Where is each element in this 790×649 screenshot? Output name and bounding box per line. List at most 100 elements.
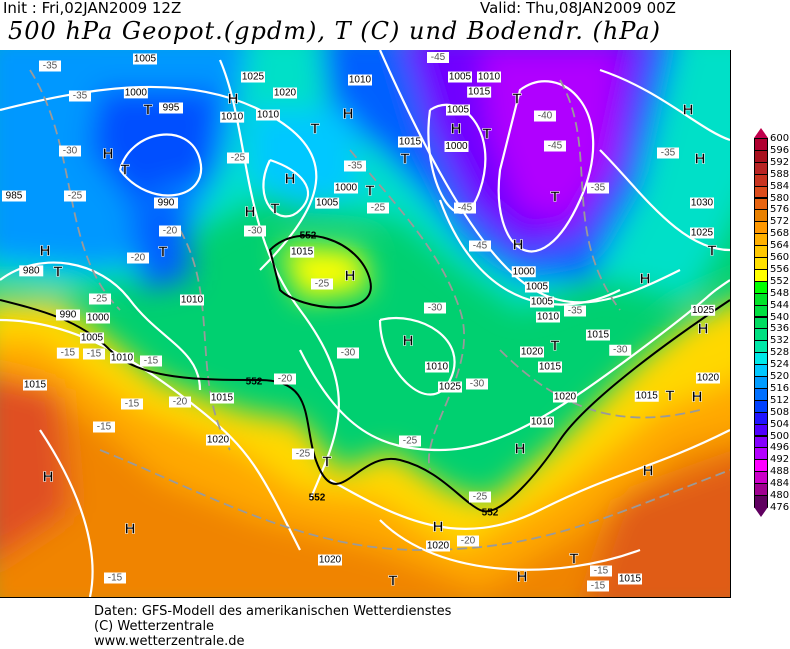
isobar-label: 1015 (619, 574, 642, 585)
high-pressure-label: H (640, 271, 651, 288)
isobar-label: 1025 (439, 382, 462, 393)
low-pressure-label: T (569, 551, 578, 568)
isobar-label: 1010 (221, 112, 244, 123)
legend-level: 520 (770, 371, 790, 382)
isobar-label: 1005 (531, 297, 554, 308)
isobar-label-bg (273, 87, 297, 99)
legend-level: 564 (770, 240, 790, 252)
legend-level: 492 (770, 454, 790, 466)
temperature-label-bg (56, 347, 79, 359)
temperature-label-bg (83, 348, 105, 360)
isobar-label-bg (438, 381, 462, 393)
low-pressure-label: T (665, 388, 674, 405)
temperature-label: -45 (473, 241, 488, 252)
legend-arrow-bottom (754, 506, 768, 517)
legend-level: 488 (770, 466, 790, 478)
isobar-label-bg (220, 111, 245, 123)
legend-level: 508 (770, 406, 790, 418)
legend-level: 528 (770, 347, 790, 359)
isobar-label: 1010 (257, 110, 280, 121)
low-pressure-label: T (482, 126, 491, 143)
isobar-label: 1015 (399, 137, 422, 148)
legend-level: 576 (770, 204, 790, 216)
legend-level: 584 (770, 180, 790, 192)
isobars (0, 50, 730, 597)
temperature-label: -25 (93, 294, 108, 305)
legend-level: 572 (770, 216, 790, 228)
low-pressure-label: T (322, 454, 331, 471)
isobar-label: 1005 (449, 72, 472, 83)
high-pressure-label: H (643, 463, 654, 480)
temperature-label-bg (454, 202, 476, 214)
geopotential-label: 552 (309, 493, 326, 504)
low-pressure-label: T (310, 121, 319, 138)
isobar-label-bg (520, 346, 544, 358)
temperature-label: -15 (97, 422, 112, 433)
isobar-label: 1000 (125, 87, 148, 98)
isobar-label-bg (586, 329, 610, 341)
temperature-label-bg (244, 225, 266, 237)
high-pressure-label: H (40, 243, 51, 260)
temperature-label: -15 (87, 349, 102, 360)
low-pressure-label: T (53, 264, 62, 281)
low-pressure-label: T (270, 201, 279, 218)
isobar-label-bg (19, 265, 44, 277)
temperature-label-bg (274, 373, 296, 385)
isobar-label: 1000 (513, 266, 536, 277)
temperature-label-bg (344, 160, 366, 172)
temperature-label-bg (337, 347, 359, 359)
high-pressure-label: H (515, 441, 526, 458)
temperature-label-bg (39, 60, 61, 72)
temperature-label-bg (159, 225, 181, 237)
temperature-label: -15 (594, 566, 609, 577)
isobar-label: 1025 (692, 305, 715, 316)
low-pressure-label: T (388, 573, 397, 590)
temperature-label: -20 (163, 226, 178, 237)
isobar-label-bg (2, 190, 26, 202)
temperature-label: -25 (473, 492, 488, 503)
isobar-label-bg (696, 372, 720, 384)
isobar-label: 1015 (211, 393, 234, 404)
temperature-label: -35 (568, 306, 583, 317)
legend-level: 516 (770, 382, 790, 394)
temperature-label-bg (69, 90, 91, 102)
high-pressure-label: H (245, 204, 256, 221)
isobar-label-bg (690, 197, 714, 209)
temperature-label-bg (469, 240, 491, 252)
map-title: 500 hPa Geopot.(gpdm), T (C) und Bodendr… (8, 17, 662, 45)
temperature-label: -30 (63, 146, 78, 157)
temperature-label: -30 (248, 226, 263, 237)
temperature-label: -15 (61, 348, 76, 359)
isobar-label-bg (690, 227, 714, 239)
temperature-label: -20 (461, 536, 476, 547)
temperature-label-bg (609, 344, 632, 356)
isobar-label: 1015 (539, 362, 562, 373)
isobar-label-bg (123, 87, 148, 99)
isobar-label-bg (634, 390, 659, 402)
temperature-label: -25 (68, 191, 83, 202)
isobar-label-bg (80, 332, 104, 344)
isobar-label-bg (448, 71, 472, 83)
isobar-label-bg (538, 361, 562, 373)
temperature-label: -30 (428, 303, 443, 314)
temperature-label: -25 (231, 153, 246, 164)
isobar-label-bg (110, 352, 134, 364)
data-source: Daten: GFS-Modell des amerikanischen Wet… (94, 604, 452, 619)
isobar-label-bg (159, 102, 183, 114)
temperature-label-bg (121, 398, 143, 410)
temperature-label: -25 (315, 279, 330, 290)
isobar-label: 1020 (554, 392, 577, 403)
legend-level: 480 (770, 490, 790, 501)
temperature-label-bg (590, 565, 612, 577)
isobar-label: 1010 (537, 312, 560, 323)
isobar-label-bg (446, 104, 470, 116)
isobar-label: 1005 (447, 105, 470, 116)
isobar-label: 1015 (468, 87, 491, 98)
isobar-label: 1005 (81, 333, 104, 344)
isobar-label: 1010 (426, 362, 449, 373)
temperature-label: -20 (131, 253, 146, 264)
high-pressure-label: H (517, 569, 528, 586)
temperature-label-bg (89, 293, 111, 305)
isobar-label-bg (553, 391, 577, 403)
isobar-label-bg (56, 309, 80, 321)
